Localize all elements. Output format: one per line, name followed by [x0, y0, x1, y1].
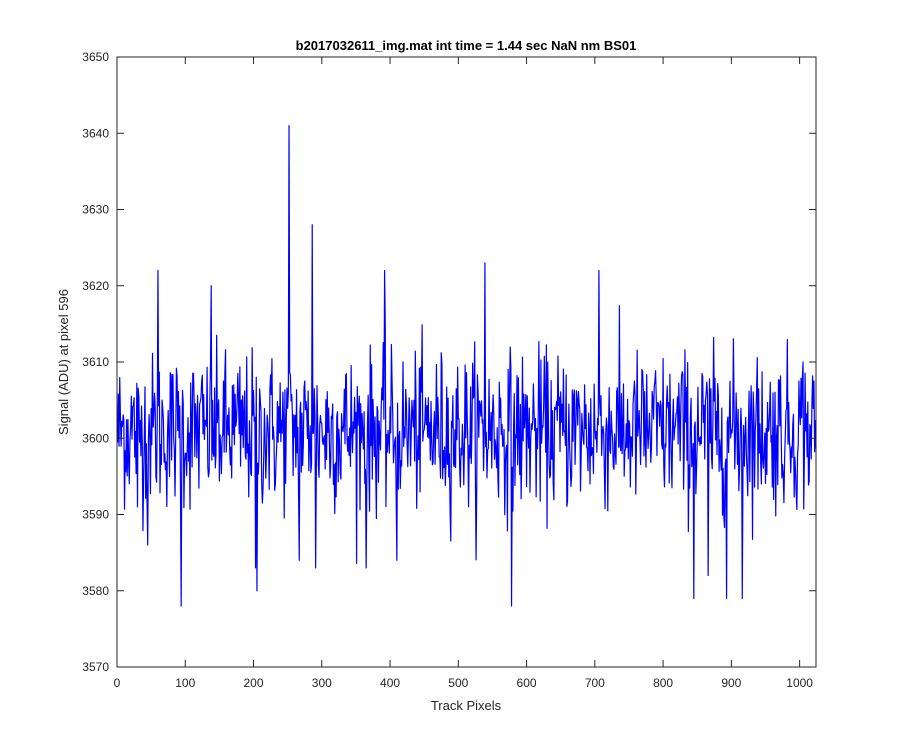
y-tick-label: 3620 [82, 279, 109, 293]
x-tick-label: 400 [380, 676, 400, 690]
x-tick-label: 900 [721, 676, 741, 690]
y-tick-label: 3600 [82, 431, 109, 445]
y-tick-label: 3580 [82, 584, 109, 598]
y-tick-label: 3650 [82, 50, 109, 64]
x-tick-label: 1000 [786, 676, 813, 690]
series-line [117, 125, 817, 607]
x-tick-label: 200 [244, 676, 264, 690]
y-tick-label: 3610 [82, 355, 109, 369]
x-tick-label: 800 [653, 676, 673, 690]
x-tick-label: 500 [448, 676, 468, 690]
x-tick-label: 600 [517, 676, 537, 690]
x-tick-label: 700 [585, 676, 605, 690]
y-tick-label: 3640 [82, 126, 109, 140]
x-axis-label: Track Pixels [431, 698, 502, 713]
y-tick-label: 3630 [82, 203, 109, 217]
y-axis-label: Signal (ADU) at pixel 596 [56, 289, 71, 435]
chart-title: b2017032611_img.mat int time = 1.44 sec … [296, 38, 637, 53]
series-layer [117, 125, 817, 607]
x-tick-label: 300 [312, 676, 332, 690]
x-tick-label: 100 [175, 676, 195, 690]
ticks-layer: 0 100 200 300 400 500 600 700 800 900 1000 3570 3580… [82, 50, 816, 690]
plot-area-border [116, 56, 817, 668]
plot-area-background [117, 57, 816, 667]
y-tick-label: 3570 [82, 660, 109, 674]
y-tick-label: 3590 [82, 508, 109, 522]
x-tick-label: 0 [114, 676, 121, 690]
